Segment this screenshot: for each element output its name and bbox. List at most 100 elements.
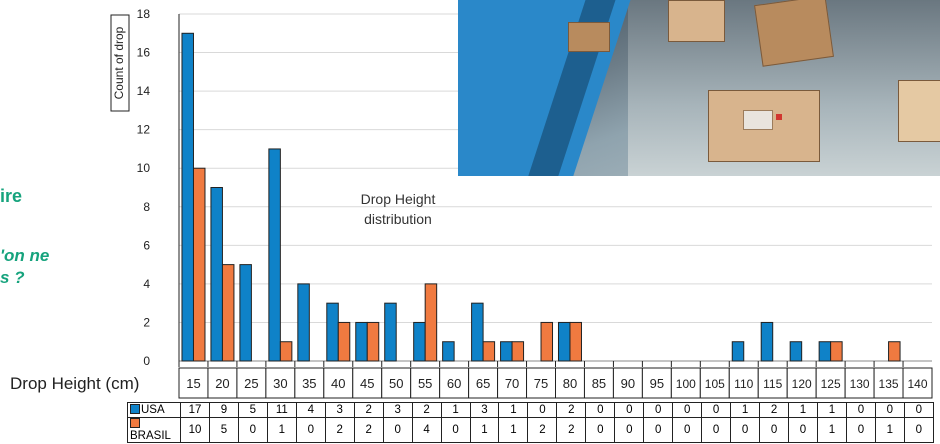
table-cell: 0 [643, 402, 674, 418]
y-tick-label: 0 [143, 354, 150, 368]
x-tick-cell [757, 367, 788, 399]
table-cell: 17 [180, 402, 210, 418]
x-tick-label: 140 [908, 377, 928, 391]
table-cell: 1 [469, 417, 500, 443]
x-tick-label: 45 [360, 376, 374, 391]
table-cell: 0 [643, 417, 674, 443]
x-tick-label: 60 [447, 376, 461, 391]
table-cell: 4 [295, 402, 326, 418]
table-cell: 0 [903, 417, 934, 443]
x-tick-label: 115 [763, 377, 782, 391]
bar-brasil [569, 321, 582, 362]
x-tick-label: 35 [302, 376, 316, 391]
table-cell: 2 [527, 417, 558, 443]
bar-usa [268, 148, 281, 362]
y-tick-label: 2 [143, 315, 150, 329]
x-tick-cell [699, 367, 730, 399]
side-text-line2: 'on ne [0, 246, 50, 265]
table-cell: 0 [903, 402, 934, 418]
bar-usa [181, 32, 194, 362]
table-cell: 11 [266, 402, 297, 418]
table-cell: 0 [527, 402, 558, 418]
table-cell: 0 [585, 402, 616, 418]
table-cell: 5 [208, 417, 239, 443]
table-cell: 0 [788, 417, 818, 443]
table-cell: 0 [295, 417, 326, 443]
table-cell: 4 [411, 417, 442, 443]
table-cell: 1 [730, 402, 761, 418]
x-tick-cell [873, 367, 904, 399]
table-cell: 0 [382, 417, 413, 443]
table-cell: 3 [469, 402, 500, 418]
data-table: USA 17 9 5 11 4 3 2 3 2 1 3 1 0 2 0 0 0 0 0 1 2 1 1 0 0 0 BRASIL 10… [127, 402, 934, 443]
x-tick-label: 85 [592, 376, 606, 391]
warehouse-photo [458, 0, 940, 176]
x-tick-label: 130 [850, 377, 870, 391]
bar-brasil [366, 321, 380, 362]
table-cell: 0 [237, 417, 268, 443]
x-tick-label: 20 [215, 376, 229, 391]
y-tick-label: 14 [137, 84, 151, 98]
bar-usa [442, 341, 455, 362]
y-tick-label: 6 [143, 238, 150, 252]
x-tick-label: 100 [676, 377, 696, 391]
table-cell: 1 [788, 402, 818, 418]
bar-usa [239, 264, 252, 362]
bar-usa [471, 302, 484, 362]
x-tick-label: 110 [734, 377, 753, 391]
y-tick-label: 18 [137, 7, 151, 21]
bars [178, 32, 904, 367]
table-row: USA 17 9 5 11 4 3 2 3 2 1 3 1 0 2 0 0 0 0 0 1 2 1 1 0 0 0 [127, 402, 934, 418]
table-cell: 1 [266, 417, 297, 443]
table-cell: 2 [324, 417, 355, 443]
table-cell: 2 [556, 402, 587, 418]
bar-brasil [192, 167, 206, 362]
y-tick-label: 8 [143, 200, 150, 214]
bar-brasil [337, 321, 351, 362]
y-axis-title-box [110, 14, 130, 112]
bar-usa [413, 321, 426, 362]
table-cell: 2 [353, 417, 384, 443]
bar-brasil [279, 341, 293, 362]
x-tick-cell [439, 367, 470, 399]
x-tick-label: 65 [476, 376, 490, 391]
x-tick-label: 125 [821, 377, 841, 391]
x-tick-label: 120 [792, 377, 812, 391]
bar-brasil [221, 264, 235, 362]
bar-usa [731, 341, 745, 362]
table-cell: 0 [701, 417, 732, 443]
table-cell: 9 [208, 402, 239, 418]
x-tick-cell [815, 367, 846, 399]
table-cell: 1 [440, 402, 471, 418]
y-tick-label: 4 [143, 277, 150, 291]
x-tick-label: 15 [186, 376, 200, 391]
x-tick-label: 105 [705, 377, 725, 391]
bar-brasil [511, 341, 525, 362]
table-cell: 0 [730, 417, 761, 443]
x-tick-cell [236, 367, 267, 399]
x-tick-label: 135 [879, 377, 899, 391]
x-tick-label: 95 [650, 376, 664, 391]
bar-usa [326, 302, 339, 362]
bar-usa [297, 283, 310, 362]
x-tick-label: 30 [273, 376, 287, 391]
x-tick-label: 90 [621, 376, 635, 391]
x-tick-label: 55 [418, 376, 432, 391]
side-text-line1: ire [0, 186, 23, 206]
table-cell: 0 [874, 402, 905, 418]
table-cell: 2 [353, 402, 384, 418]
table-cell: 1 [498, 402, 529, 418]
x-tick-label: 70 [505, 376, 519, 391]
chart-title-line2: distribution [364, 211, 432, 227]
x-tick-cell [902, 367, 933, 399]
table-cell: 2 [556, 417, 587, 443]
table-cell: 3 [382, 402, 413, 418]
x-tick-cell [641, 367, 672, 399]
y-axis-title: Count of drop [112, 26, 126, 99]
bar-usa [500, 341, 513, 362]
legend-entry-brasil: BRASIL [127, 417, 181, 443]
x-tick-label: 80 [563, 376, 577, 391]
y-tick-label: 12 [137, 123, 151, 137]
legend-swatch [130, 418, 140, 428]
